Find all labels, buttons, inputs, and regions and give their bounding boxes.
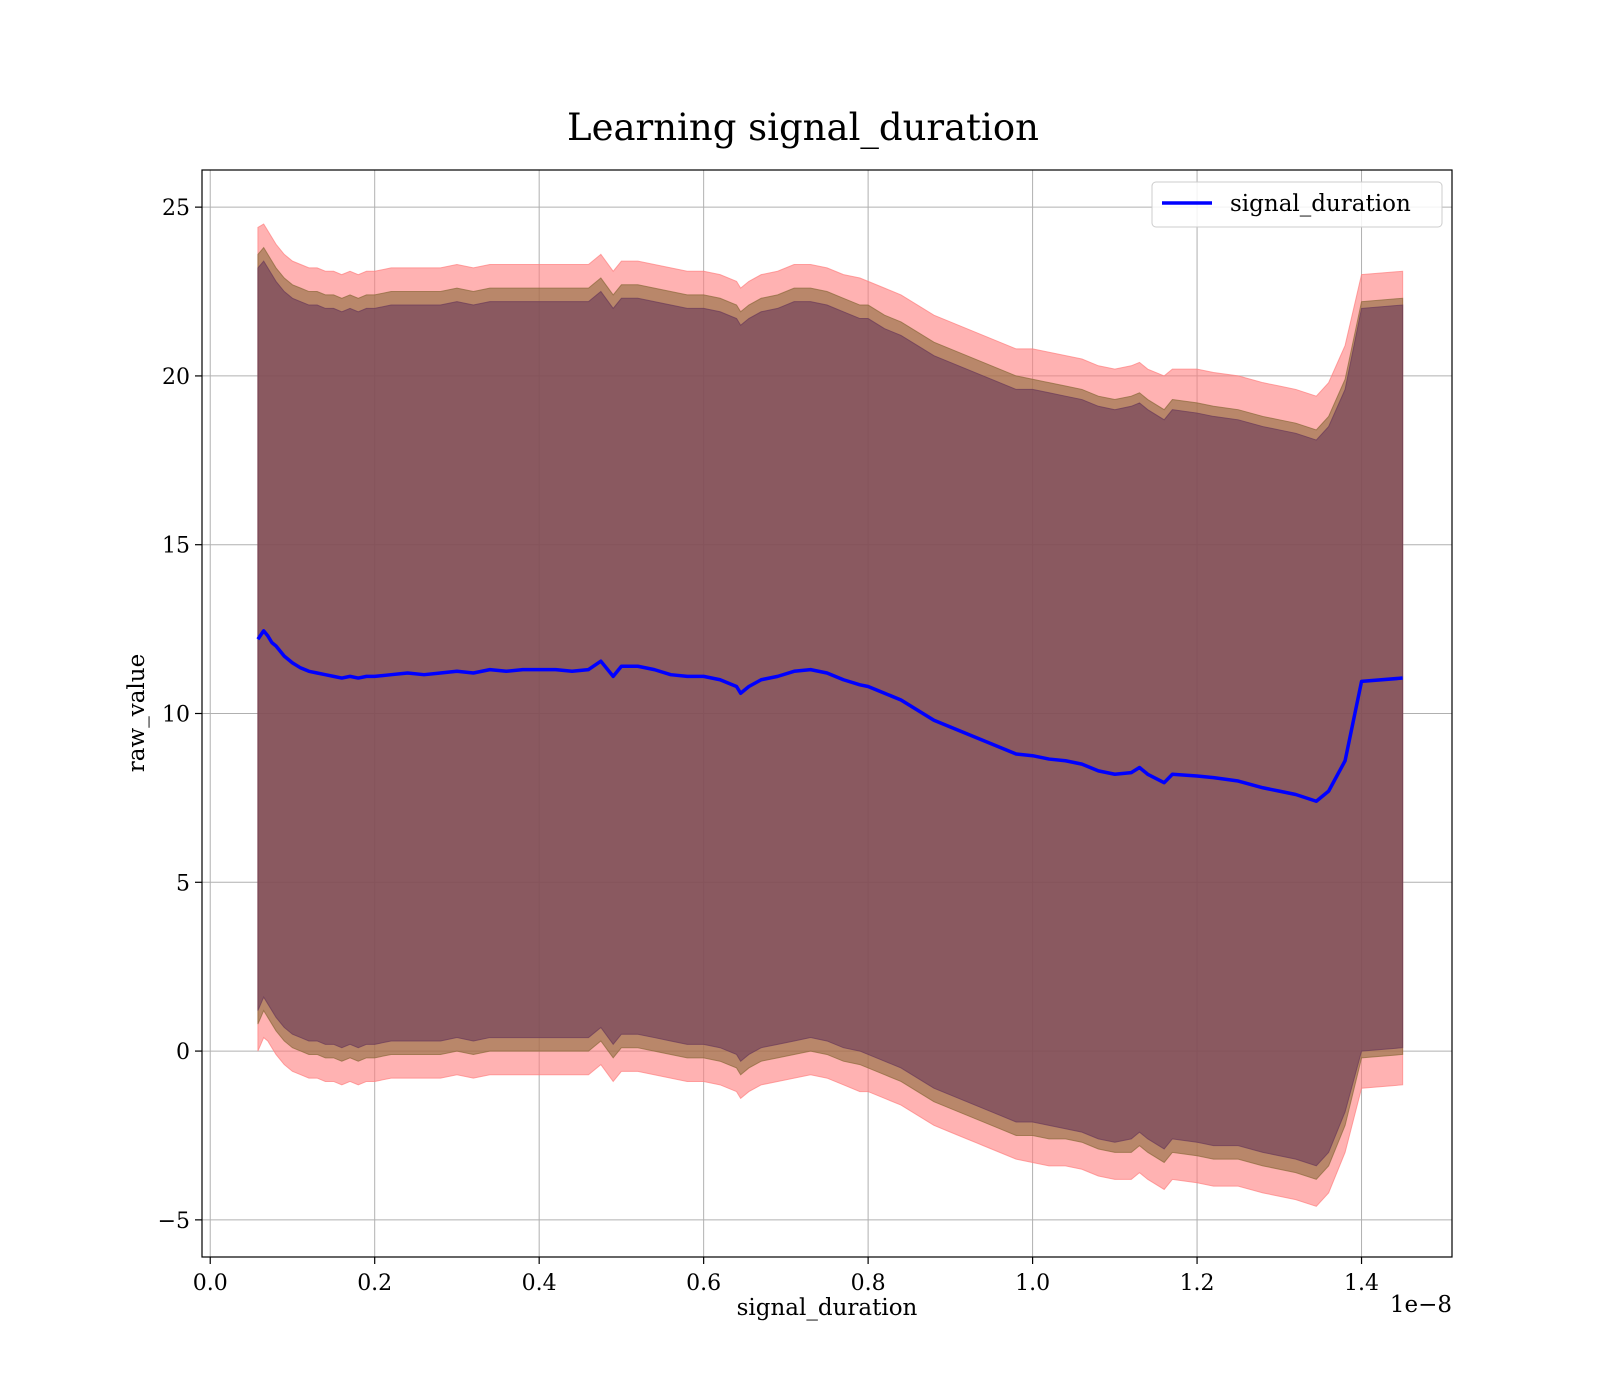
series-line: [256, 629, 1403, 804]
legend-frame: [1151, 181, 1443, 228]
y-tick-label: 0: [176, 1040, 190, 1065]
y-tick-label: −5: [158, 1209, 190, 1234]
x-tick-label: 1.0: [1015, 1271, 1050, 1296]
x-tick-label: 1.2: [1180, 1271, 1215, 1296]
chart-title: Learning signal_duration: [567, 106, 1039, 150]
x-offset-text: 1e−8: [1390, 1292, 1452, 1318]
y-tick-label: 15: [162, 534, 190, 559]
x-axis-ticks: 0.0 0.2 0.4 0.6 0.8 1.0 1.2 1.4: [193, 1257, 1379, 1296]
y-tick-label: 25: [162, 196, 190, 221]
x-tick-label: 0.2: [357, 1271, 392, 1296]
legend-label: signal_duration: [1230, 191, 1411, 217]
x-axis-label: signal_duration: [737, 1295, 918, 1321]
y-axis-ticks: −5 0 5 10 15 20 25: [158, 196, 202, 1234]
x-tick-label: 0.6: [686, 1271, 721, 1296]
band-inner: [257, 260, 1404, 1167]
x-tick-label: 0.0: [193, 1271, 228, 1296]
x-tick-label: 0.4: [522, 1271, 557, 1296]
legend: signal_duration: [1151, 181, 1443, 228]
confidence-bands: [257, 223, 1404, 1207]
y-tick-label: 5: [176, 871, 190, 896]
y-tick-label: 10: [162, 703, 190, 728]
series-lines: [256, 629, 1403, 804]
x-tick-label: 1.4: [1344, 1271, 1379, 1296]
y-tick-label: 20: [162, 365, 190, 390]
y-axis-label: raw_value: [124, 654, 150, 772]
x-tick-label: 0.8: [851, 1271, 886, 1296]
